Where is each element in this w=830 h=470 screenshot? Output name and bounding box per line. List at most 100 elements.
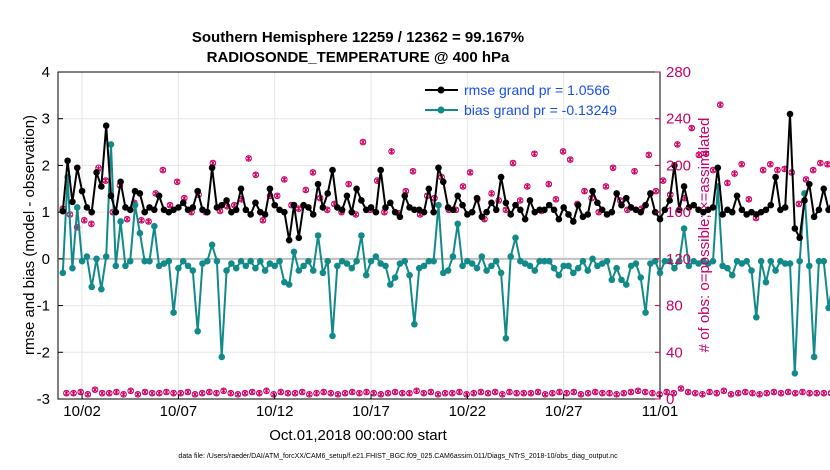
bias-point <box>170 309 177 316</box>
bias-point <box>815 257 823 265</box>
rmse-point <box>372 208 380 216</box>
rmse-point <box>622 194 630 202</box>
bias-point <box>805 262 813 270</box>
bias-point <box>213 257 221 265</box>
rmse-point <box>439 178 447 186</box>
y-axis-label-left: rmse and bias (model - observation) <box>21 115 38 355</box>
bias-point <box>656 269 664 277</box>
rmse-point <box>112 208 120 216</box>
obs-assimilated-marker <box>467 169 473 176</box>
bias-point <box>329 332 336 340</box>
rmse-point <box>560 204 567 211</box>
rmse-point <box>223 197 230 204</box>
obs-assimilated-marker <box>135 391 141 398</box>
bias-point <box>541 257 548 265</box>
rmse-point <box>377 166 384 174</box>
rmse-point <box>305 204 312 211</box>
bias-point <box>632 260 640 267</box>
obs-assimilated-marker <box>671 390 677 397</box>
y-tick-label-left: 0 <box>42 251 50 268</box>
rmse-point <box>507 211 515 218</box>
y-tick-label-left: 4 <box>42 64 50 81</box>
y-tick-label-right: 280 <box>666 64 691 81</box>
bias-point <box>753 313 760 321</box>
obs-assimilated-marker <box>613 391 620 398</box>
obs-assimilated-marker <box>828 390 830 396</box>
bias-point <box>820 257 828 265</box>
rmse-point <box>203 208 211 216</box>
obs-assimilated-marker <box>156 390 163 397</box>
y-tick-label-right: 80 <box>666 298 683 315</box>
obs-assimilated-marker <box>610 164 616 171</box>
x-tick-label: 10/07 <box>160 403 198 420</box>
y-tick-label-right: 240 <box>666 111 691 128</box>
x-tick-label: 11/01 <box>642 403 678 420</box>
bias-point <box>608 276 616 284</box>
bias-point <box>126 257 134 265</box>
obs-assimilated-marker <box>102 177 109 184</box>
obs-assimilated-marker <box>399 390 406 397</box>
bias-point <box>203 257 211 265</box>
bias-point <box>83 253 91 260</box>
bias-point <box>728 271 736 279</box>
bias-point <box>680 225 688 232</box>
rmse-point <box>584 211 592 218</box>
bias-point <box>256 257 264 265</box>
obs-assimilated-marker <box>274 192 280 199</box>
x-tick-label: 10/12 <box>256 403 294 420</box>
rmse-point <box>613 190 620 197</box>
bias-point <box>69 264 76 272</box>
bias-point <box>285 281 293 288</box>
rmse-point <box>517 206 524 214</box>
bias-point <box>406 271 413 279</box>
bias-point <box>757 257 765 265</box>
chart-subtitle: RADIOSONDE_TEMPERATURE @ 400 hPa <box>207 49 510 66</box>
bias-point <box>343 260 351 267</box>
y-tick-label-left: -1 <box>37 298 50 315</box>
rmse-point <box>401 192 409 200</box>
rmse-point <box>541 206 548 214</box>
rmse-point <box>285 236 293 244</box>
obs-assimilated-marker <box>767 161 774 168</box>
bias-point <box>468 260 476 267</box>
bias-point <box>247 257 254 265</box>
rmse-point <box>348 208 356 216</box>
rmse-point <box>59 207 67 215</box>
bias-point <box>613 264 620 272</box>
bias-point <box>502 334 510 342</box>
bias-point <box>107 141 115 148</box>
obs-assimilated-marker <box>806 390 813 397</box>
rmse-point <box>565 211 572 218</box>
bias-point <box>387 281 394 288</box>
bias-point <box>454 220 462 228</box>
obs-assimilated-marker <box>599 390 606 397</box>
obs-assimilated-marker <box>506 388 513 395</box>
bias-point <box>334 262 341 270</box>
bias-point <box>93 255 100 263</box>
y-tick-label-left: 1 <box>42 204 50 221</box>
rmse-point <box>570 218 577 225</box>
y-tick-label-left: -3 <box>37 391 50 408</box>
bias-point <box>603 257 611 265</box>
rmse-point <box>290 201 298 209</box>
obs-assimilated-marker <box>170 390 177 397</box>
x-tick-label: 10/22 <box>449 403 487 420</box>
obs-assimilated-marker <box>653 188 659 195</box>
obs-assimilated-marker <box>463 391 470 398</box>
obs-assimilated-marker <box>685 388 691 395</box>
obs-assimilated-marker <box>106 390 113 397</box>
rmse-point <box>762 206 770 214</box>
rmse-point <box>411 206 418 214</box>
bias-point <box>261 267 269 274</box>
bias-point <box>122 262 129 270</box>
rmse-point <box>73 164 81 172</box>
bias-point <box>810 353 818 361</box>
bias-point <box>724 264 731 272</box>
rmse-point <box>179 199 187 207</box>
obs-possible-marker <box>827 390 830 397</box>
obs-assimilated-marker <box>563 390 570 397</box>
rmse-point <box>536 206 543 214</box>
bias-point <box>767 257 775 265</box>
bias-point <box>362 271 370 279</box>
